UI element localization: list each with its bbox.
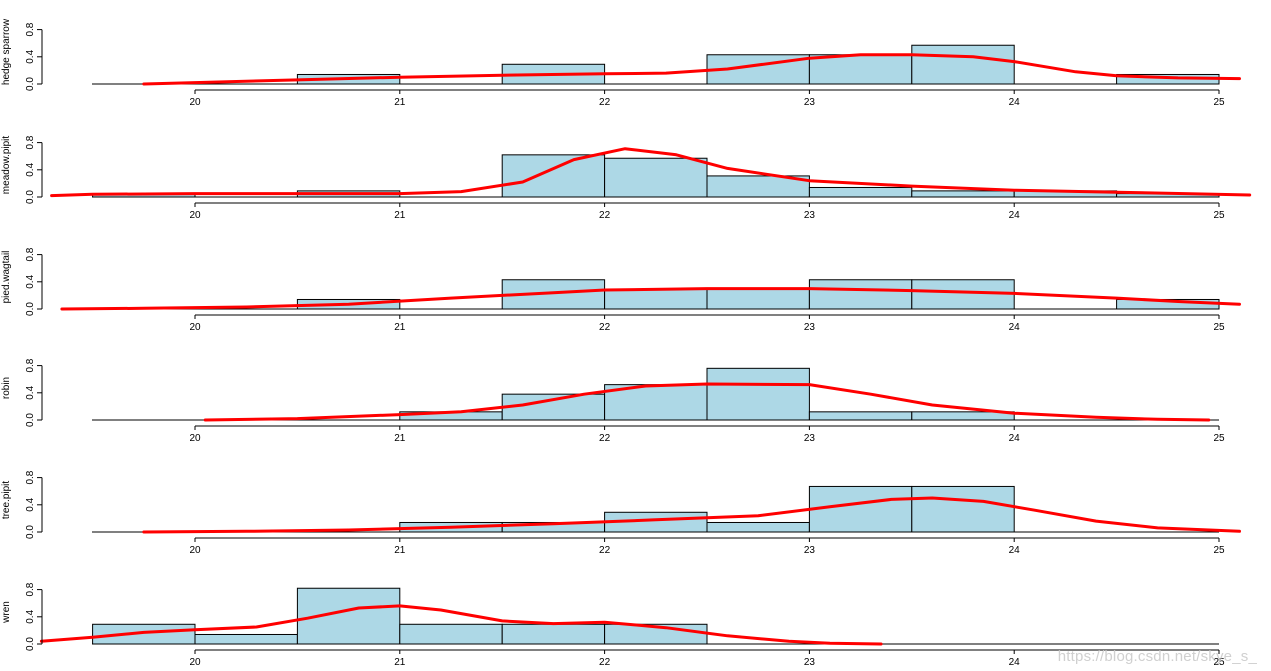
histogram-bar — [501, 154, 606, 198]
x-tick-label: 24 — [1009, 545, 1021, 556]
y-tick-label: 0.8 — [25, 358, 36, 372]
panel-3: 0.0 0.4 0.8 robin 20 21 22 23 24 25 — [1, 358, 1225, 444]
y-tick-label: 0.4 — [25, 385, 36, 399]
x-tick-label: 20 — [189, 210, 201, 221]
x-tick-label: 23 — [804, 545, 816, 556]
panel-1: 0.0 0.4 0.8 meadow.pipit 20 21 22 23 24 25 — [1, 135, 1252, 221]
y-axis-label: robin — [1, 377, 12, 399]
x-tick-label: 24 — [1009, 97, 1021, 108]
x-tick-label: 21 — [394, 545, 406, 556]
x-tick-label: 21 — [394, 97, 406, 108]
x-tick-label: 20 — [189, 322, 201, 333]
histogram-bar — [706, 288, 810, 310]
histogram-bar — [911, 485, 1015, 533]
y-tick-label: 0.8 — [25, 582, 36, 596]
density-curve — [39, 604, 883, 646]
x-tick-label: 22 — [599, 545, 611, 556]
y-tick-label: 0.0 — [25, 77, 36, 91]
x-tick-label: 25 — [1213, 322, 1225, 333]
x-tick-label: 25 — [1213, 97, 1225, 108]
y-tick-label: 0.4 — [25, 162, 36, 176]
y-axis-label: tree.pipit — [1, 481, 12, 520]
y-axis-label: hedge sparrow — [1, 18, 12, 85]
x-tick-label: 23 — [804, 210, 816, 221]
density-curve — [203, 382, 1211, 422]
y-axis-label: wren — [1, 601, 12, 624]
x-tick-label: 22 — [599, 210, 611, 221]
x-tick-label: 24 — [1009, 433, 1021, 444]
panel-5: 0.0 0.4 0.8 wren 20 21 22 23 24 25 — [1, 582, 1225, 668]
panel-4: 0.0 0.4 0.8 tree.pipit 20 21 22 23 24 25 — [1, 470, 1241, 556]
x-tick-label: 23 — [804, 433, 816, 444]
x-tick-label: 21 — [394, 433, 406, 444]
y-tick-label: 0.0 — [25, 413, 36, 427]
histogram-bar — [706, 175, 810, 198]
density-curve — [142, 53, 1241, 86]
x-tick-label: 24 — [1009, 657, 1021, 668]
x-tick-label: 20 — [189, 433, 201, 444]
y-tick-label: 0.8 — [25, 135, 36, 149]
panel-2: 0.0 0.4 0.8 pied.wagtail 20 21 22 23 24 25 — [1, 247, 1241, 333]
histogram-bar — [604, 157, 708, 198]
y-tick-label: 0.4 — [25, 49, 36, 63]
x-tick-label: 20 — [189, 657, 201, 668]
histogram-bar — [194, 633, 298, 645]
x-tick-label: 21 — [394, 657, 406, 668]
x-tick-label: 22 — [599, 97, 611, 108]
x-tick-label: 23 — [804, 657, 816, 668]
histogram-bar — [911, 44, 1015, 85]
x-tick-label: 21 — [394, 322, 406, 333]
x-tick-label: 20 — [189, 97, 201, 108]
watermark-text: https://blog.csdn.net/skye_s_ — [1057, 648, 1257, 665]
x-tick-label: 21 — [394, 210, 406, 221]
histogram-bar — [808, 279, 913, 310]
density-curve — [50, 147, 1252, 198]
y-axis-label: pied.wagtail — [1, 251, 12, 304]
x-tick-label: 24 — [1009, 210, 1021, 221]
y-tick-label: 0.0 — [25, 637, 36, 651]
histogram-bar — [808, 186, 913, 198]
histogram-bar — [911, 190, 1015, 198]
y-tick-label: 0.0 — [25, 302, 36, 316]
density-curve — [142, 496, 1241, 534]
histogram-bar — [92, 623, 196, 645]
x-tick-label: 22 — [599, 322, 611, 333]
histogram-bar — [808, 54, 913, 85]
x-tick-label: 24 — [1009, 322, 1021, 333]
histogram-bar — [604, 288, 708, 310]
x-tick-label: 25 — [1213, 433, 1225, 444]
y-tick-label: 0.0 — [25, 525, 36, 539]
x-tick-label: 23 — [804, 322, 816, 333]
x-tick-label: 20 — [189, 545, 201, 556]
histogram-bar — [501, 623, 606, 645]
y-tick-label: 0.4 — [25, 497, 36, 511]
x-tick-label: 22 — [599, 433, 611, 444]
x-tick-label: 25 — [1213, 657, 1225, 668]
y-tick-label: 0.8 — [25, 247, 36, 261]
x-tick-label: 22 — [599, 657, 611, 668]
x-tick-label: 23 — [804, 97, 816, 108]
histogram-bar — [399, 623, 503, 645]
y-tick-label: 0.8 — [25, 22, 36, 36]
y-axis-label: meadow.pipit — [1, 136, 12, 195]
histogram-bar — [706, 367, 810, 421]
x-tick-label: 25 — [1213, 545, 1225, 556]
y-tick-label: 0.0 — [25, 190, 36, 204]
histogram-bar — [808, 485, 913, 533]
y-tick-label: 0.8 — [25, 470, 36, 484]
panel-0: 0.0 0.4 0.8 hedge sparrow 20 21 22 23 24 25 — [1, 18, 1241, 108]
histogram-bar — [501, 393, 606, 421]
y-tick-label: 0.4 — [25, 609, 36, 623]
density-curve — [60, 287, 1241, 311]
y-tick-label: 0.4 — [25, 274, 36, 288]
histogram-bar — [911, 411, 1015, 421]
x-tick-label: 25 — [1213, 210, 1225, 221]
histogram-bar — [706, 521, 810, 533]
histogram-bar — [808, 411, 913, 421]
